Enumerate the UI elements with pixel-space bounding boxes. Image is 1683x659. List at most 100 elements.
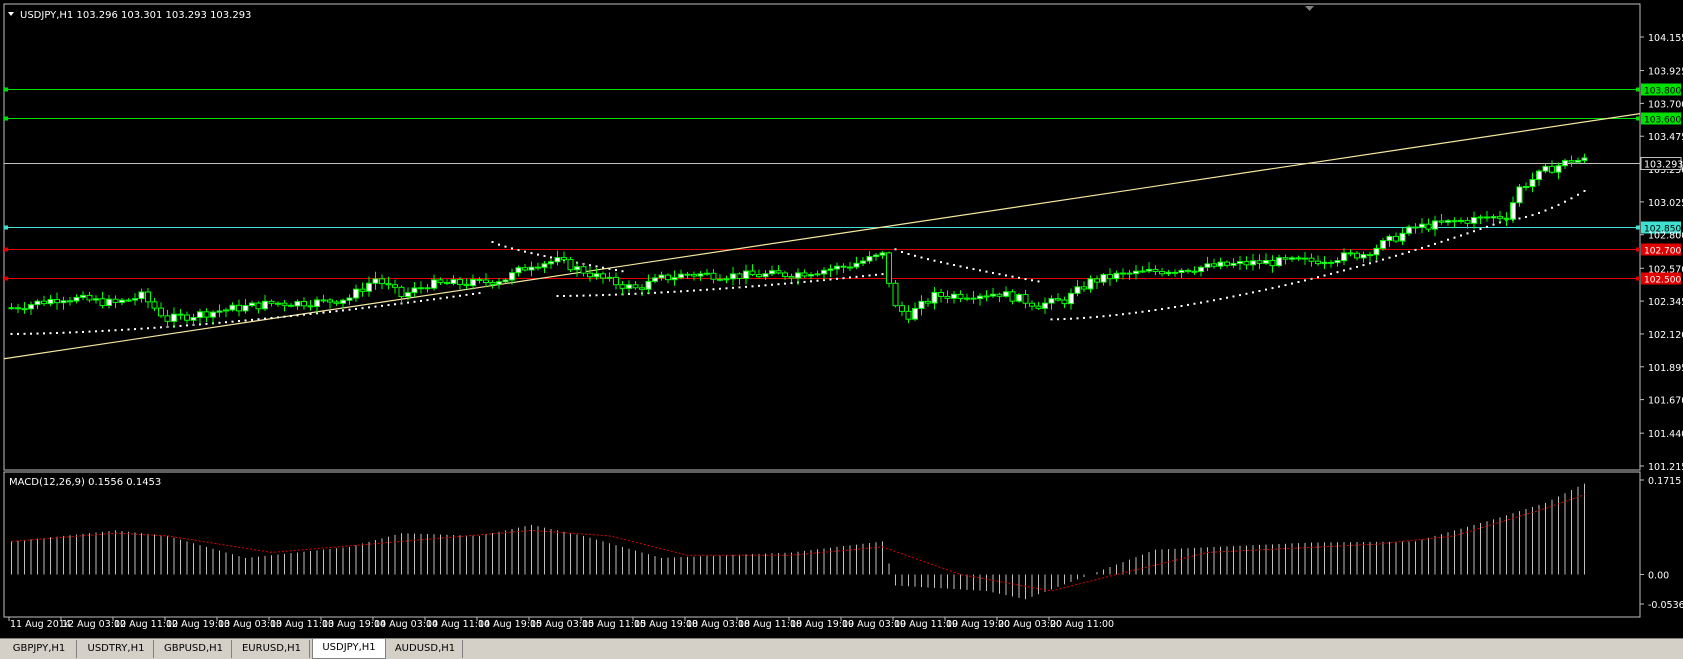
candle[interactable] (450, 275, 457, 286)
chart-tab-usdtry-h1[interactable]: USDTRY,H1 (79, 640, 154, 658)
candle[interactable] (918, 295, 925, 316)
candle[interactable] (905, 305, 912, 324)
candle[interactable] (1354, 251, 1360, 261)
candle[interactable] (717, 274, 723, 282)
candle[interactable] (1419, 218, 1425, 233)
candle[interactable] (600, 271, 606, 284)
candle[interactable] (216, 304, 223, 318)
candle[interactable] (177, 308, 184, 320)
candle[interactable] (1321, 256, 1328, 269)
candle[interactable] (476, 276, 483, 284)
candle[interactable] (1198, 265, 1204, 277)
candle[interactable] (1425, 218, 1432, 233)
candle[interactable] (561, 251, 567, 264)
candle[interactable] (886, 251, 892, 288)
candle[interactable] (1074, 280, 1081, 297)
candle[interactable] (736, 272, 743, 285)
candle[interactable] (1536, 169, 1542, 186)
candle[interactable] (145, 287, 151, 309)
chart-tab-gbpjpy-h1[interactable]: GBPJPY,H1 (2, 640, 77, 658)
candle[interactable] (1581, 153, 1588, 164)
candle[interactable] (1308, 253, 1315, 267)
candle[interactable] (34, 299, 41, 309)
candle[interactable] (554, 250, 561, 266)
candle[interactable] (1276, 254, 1282, 268)
candle[interactable] (1139, 266, 1146, 273)
candle[interactable] (645, 274, 652, 294)
candle[interactable] (938, 288, 944, 303)
candle[interactable] (444, 279, 450, 286)
chart-window[interactable]: USDJPY,H1 103.296 103.301 103.293 103.29… (0, 0, 1683, 638)
candle[interactable] (164, 309, 171, 328)
candle[interactable] (1490, 214, 1497, 225)
candle[interactable] (275, 301, 281, 307)
candle[interactable] (1269, 255, 1276, 273)
candle[interactable] (1334, 257, 1341, 267)
candle[interactable] (990, 287, 996, 298)
candle[interactable] (1191, 266, 1198, 275)
candle[interactable] (8, 302, 15, 310)
candle[interactable] (1042, 297, 1048, 314)
candle[interactable] (1256, 254, 1263, 270)
candle[interactable] (366, 276, 372, 297)
level-handle-left[interactable] (4, 116, 8, 121)
candle[interactable] (873, 253, 879, 261)
candle[interactable] (1152, 265, 1159, 276)
candle[interactable] (834, 262, 840, 275)
candle[interactable] (1120, 268, 1126, 280)
candle[interactable] (996, 292, 1003, 303)
candle[interactable] (242, 299, 249, 314)
level-handle-right[interactable] (1636, 247, 1640, 252)
candle[interactable] (99, 291, 106, 309)
level-handle-right[interactable] (1636, 225, 1640, 230)
candle[interactable] (60, 296, 67, 310)
candle[interactable] (1126, 269, 1133, 280)
candle[interactable] (1224, 260, 1230, 268)
candle[interactable] (535, 262, 541, 271)
candle[interactable] (1230, 258, 1237, 268)
candle[interactable] (1367, 251, 1373, 262)
candle[interactable] (346, 294, 353, 305)
candle[interactable] (1282, 254, 1289, 265)
candle[interactable] (925, 298, 931, 307)
candle[interactable] (431, 274, 437, 291)
chart-tab-eurusd-h1[interactable]: EURUSD,H1 (234, 640, 310, 658)
candle[interactable] (1289, 255, 1295, 262)
candle[interactable] (268, 299, 275, 307)
candle[interactable] (899, 301, 905, 317)
candle[interactable] (411, 281, 418, 297)
level-handle-right[interactable] (1636, 276, 1640, 281)
candle[interactable] (1250, 254, 1256, 271)
candle[interactable] (1055, 293, 1061, 302)
candle[interactable] (1029, 300, 1035, 311)
candle[interactable] (912, 302, 918, 322)
candle[interactable] (1393, 232, 1399, 244)
candle[interactable] (710, 268, 717, 284)
candle[interactable] (1412, 223, 1419, 234)
candle[interactable] (457, 277, 463, 290)
candle[interactable] (951, 290, 957, 304)
candle[interactable] (1009, 289, 1016, 305)
candle[interactable] (1237, 255, 1243, 270)
candle[interactable] (184, 311, 190, 324)
candle[interactable] (1380, 237, 1386, 251)
chart-tab-usdjpy-h1[interactable]: USDJPY,H1 (312, 639, 386, 659)
chart-tab-gbpusd-h1[interactable]: GBPUSD,H1 (156, 640, 232, 658)
candle[interactable] (1568, 155, 1575, 167)
candle[interactable] (138, 288, 145, 303)
candle[interactable] (470, 274, 476, 290)
candle[interactable] (606, 272, 613, 282)
candle[interactable] (1484, 210, 1490, 222)
candle[interactable] (229, 302, 236, 312)
candle[interactable] (1211, 258, 1217, 269)
candle[interactable] (671, 270, 678, 286)
candle[interactable] (119, 297, 125, 306)
candle[interactable] (1464, 217, 1471, 229)
candle[interactable] (1445, 219, 1451, 226)
candle[interactable] (294, 299, 301, 310)
candle[interactable] (684, 271, 691, 279)
candle[interactable] (522, 263, 528, 272)
candle[interactable] (255, 301, 262, 314)
candle[interactable] (574, 261, 580, 277)
candle[interactable] (28, 301, 34, 315)
